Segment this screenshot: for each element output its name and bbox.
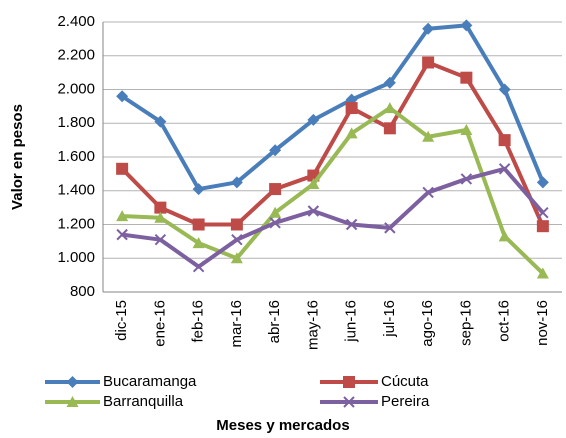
data-point bbox=[307, 113, 320, 126]
series-line bbox=[121, 23, 545, 192]
x-tick-label: ene-16 bbox=[151, 300, 168, 347]
legend-label: Barranquilla bbox=[103, 393, 184, 410]
y-axis-title: Valor en pesos bbox=[9, 104, 26, 210]
x-tick-label: jul-16 bbox=[381, 300, 398, 338]
y-tick-label: 2.000 bbox=[57, 80, 95, 97]
data-point bbox=[154, 201, 167, 214]
data-point bbox=[383, 102, 396, 114]
data-point bbox=[307, 205, 320, 217]
data-point bbox=[192, 237, 205, 249]
x-tick-label: dic-15 bbox=[113, 300, 130, 341]
data-point bbox=[460, 19, 473, 32]
data-point bbox=[498, 163, 511, 175]
x-tick-label: may-16 bbox=[304, 300, 321, 350]
legend-marker bbox=[343, 376, 355, 388]
x-tick-label: oct-16 bbox=[496, 300, 513, 342]
data-point bbox=[230, 176, 243, 189]
data-point bbox=[116, 162, 129, 175]
legend-marker bbox=[66, 376, 79, 388]
data-point bbox=[384, 222, 396, 234]
data-point bbox=[230, 218, 243, 231]
y-tick-label: 1.600 bbox=[57, 148, 95, 165]
data-point bbox=[498, 230, 511, 242]
y-tick-label: 1.000 bbox=[57, 249, 95, 266]
y-tick-label: 2.200 bbox=[57, 47, 95, 64]
data-point bbox=[269, 217, 281, 229]
data-point bbox=[460, 173, 473, 185]
series-line bbox=[122, 106, 545, 275]
x-tick-label: ago-16 bbox=[419, 300, 436, 347]
y-tick-label: 2.400 bbox=[57, 13, 95, 30]
data-point bbox=[383, 76, 396, 89]
x-tick-label: sep-16 bbox=[457, 300, 474, 346]
legend-label: Pereira bbox=[381, 393, 430, 410]
data-point bbox=[192, 218, 205, 231]
data-point bbox=[345, 127, 358, 139]
data-point bbox=[154, 115, 167, 128]
data-point bbox=[537, 206, 549, 219]
data-point bbox=[498, 134, 511, 147]
x-tick-label: nov-16 bbox=[534, 300, 551, 346]
data-point bbox=[307, 178, 320, 189]
data-point bbox=[383, 122, 396, 135]
data-point bbox=[460, 124, 473, 135]
data-point bbox=[269, 183, 282, 196]
data-point bbox=[536, 176, 549, 189]
data-point bbox=[231, 233, 243, 246]
data-point bbox=[422, 130, 435, 142]
x-axis-title: Meses y mercados bbox=[216, 417, 349, 434]
x-tick-label: feb-16 bbox=[190, 300, 207, 343]
x-tick-label: abr-16 bbox=[266, 300, 283, 343]
data-point bbox=[345, 218, 358, 231]
data-point bbox=[116, 210, 129, 222]
legend-label: Bucaramanga bbox=[103, 373, 197, 390]
series-line bbox=[120, 60, 545, 227]
y-tick-label: 1.400 bbox=[57, 182, 95, 199]
data-point bbox=[422, 22, 435, 35]
data-point bbox=[154, 211, 167, 223]
data-point bbox=[422, 56, 435, 69]
data-point bbox=[269, 144, 282, 157]
data-point bbox=[230, 252, 243, 264]
data-point bbox=[460, 71, 473, 84]
data-point bbox=[536, 220, 549, 233]
data-point bbox=[269, 206, 282, 218]
data-point bbox=[498, 83, 511, 96]
data-point bbox=[192, 183, 205, 196]
x-tick-label: jun-16 bbox=[343, 300, 360, 343]
legend-marker bbox=[66, 396, 79, 407]
data-point bbox=[116, 90, 129, 103]
data-point bbox=[192, 260, 205, 273]
y-tick-label: 1.800 bbox=[57, 114, 95, 131]
legend-marker bbox=[343, 396, 355, 408]
data-point bbox=[536, 267, 549, 279]
data-point bbox=[422, 186, 434, 199]
y-tick-label: 1.200 bbox=[57, 215, 95, 232]
legend-label: Cúcuta bbox=[381, 373, 429, 390]
series-line bbox=[121, 166, 545, 269]
data-point bbox=[116, 228, 128, 241]
data-point bbox=[345, 102, 358, 115]
data-point bbox=[154, 233, 167, 246]
x-tick-label: mar-16 bbox=[228, 300, 245, 348]
y-tick-label: 800 bbox=[70, 283, 95, 300]
